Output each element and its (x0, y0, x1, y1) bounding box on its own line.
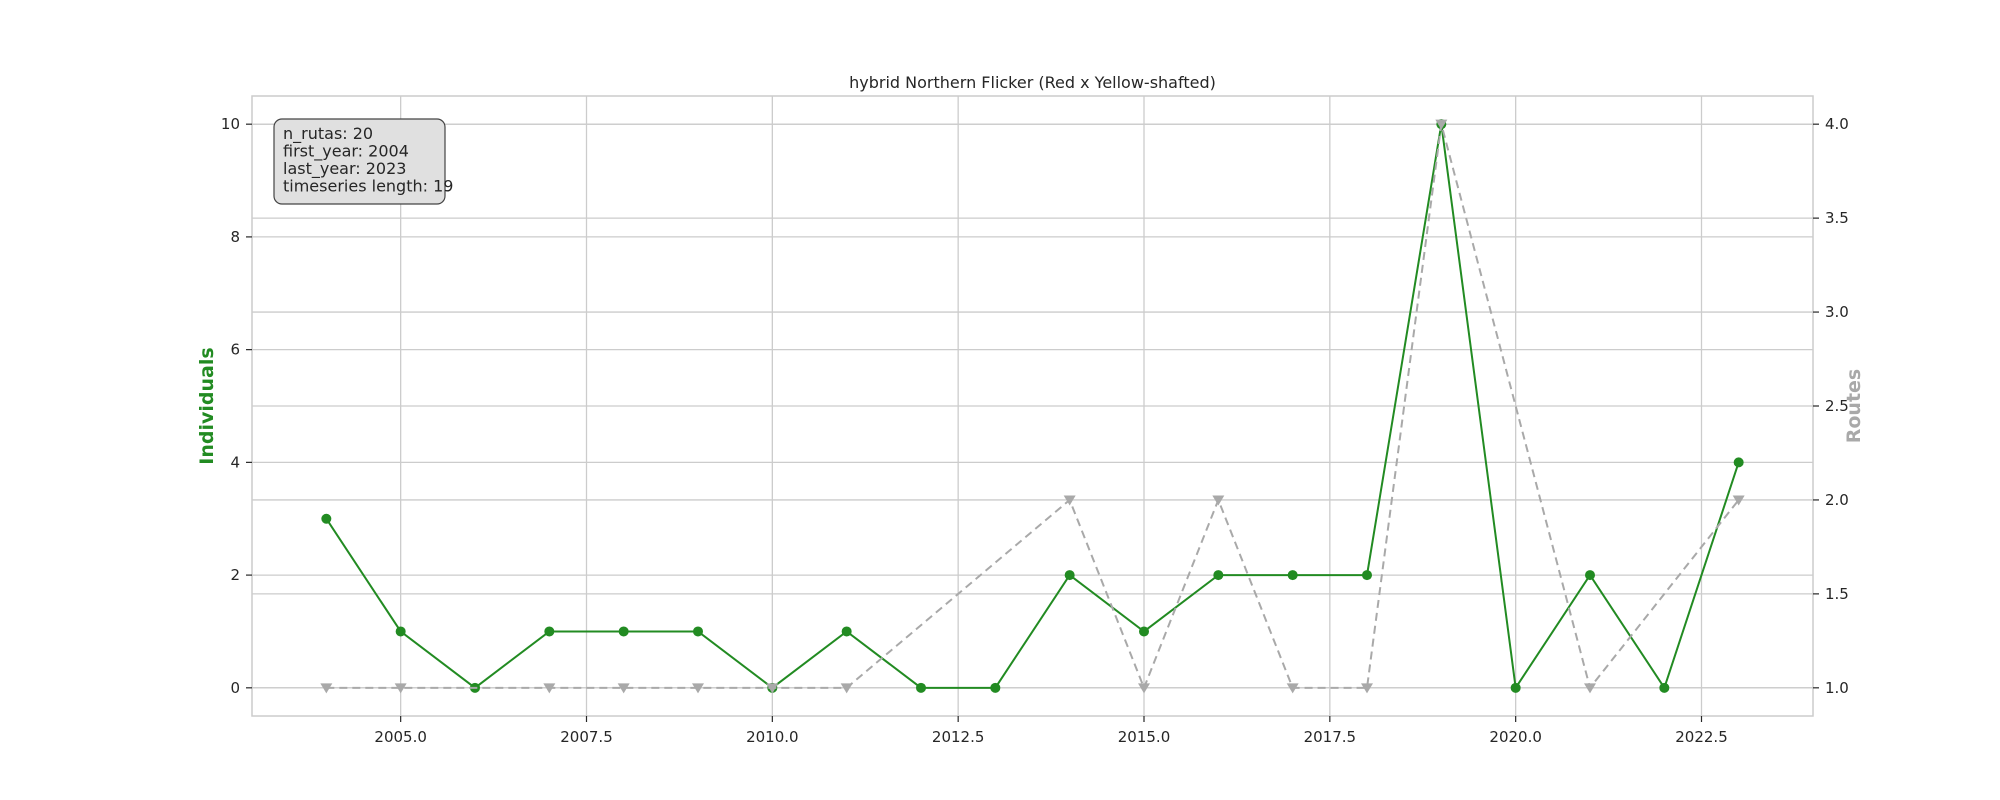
data-point-left (1362, 570, 1372, 581)
data-point-left (618, 626, 629, 637)
data-point-right (1584, 683, 1596, 694)
data-point-right (1361, 683, 1373, 694)
left-axis-label: Individuals (196, 347, 218, 464)
x-tick-label: 2020.0 (1489, 728, 1542, 746)
y-right-tick-label: 2.5 (1825, 397, 1849, 415)
data-point-left (1659, 682, 1670, 693)
data-point-right (1435, 119, 1448, 130)
data-point-left (990, 682, 1001, 693)
data-point-right (394, 683, 407, 694)
data-point-right (320, 683, 333, 694)
x-tick-label: 2010.0 (746, 728, 799, 746)
data-point-left (916, 682, 926, 693)
series-layer (320, 119, 1745, 694)
data-point-left (1213, 570, 1224, 581)
data-point-left (1139, 626, 1149, 637)
info-line: n_rutas: 20 (283, 124, 373, 144)
data-point-right (1732, 495, 1745, 506)
data-point-left (841, 626, 852, 637)
y-left-tick-label: 0 (230, 679, 240, 697)
data-point-left (1733, 457, 1744, 468)
data-point-right (1138, 683, 1150, 694)
data-point-left (321, 513, 332, 524)
data-point-right (766, 683, 779, 694)
data-point-right (1212, 495, 1225, 506)
x-tick-label: 2022.5 (1675, 728, 1728, 746)
info-line: last_year: 2023 (283, 159, 406, 179)
x-tick-label: 2017.5 (1304, 728, 1357, 746)
data-point-left (1064, 570, 1075, 581)
data-point-left (544, 626, 555, 637)
data-point-right (692, 683, 704, 694)
data-point-left (395, 626, 406, 637)
data-point-right (1063, 495, 1076, 506)
y-right-tick-label: 2.0 (1825, 491, 1849, 509)
y-right-tick-label: 3.5 (1825, 209, 1849, 227)
left-y-axis: 0 2 4 6 8 10 (221, 115, 252, 697)
data-point-right (617, 683, 630, 694)
y-right-tick-label: 1.0 (1825, 679, 1849, 697)
x-tick-label: 2012.5 (932, 728, 985, 746)
info-box-frame (273, 118, 446, 205)
y-left-tick-label: 4 (230, 453, 240, 471)
y-left-tick-label: 6 (230, 341, 240, 359)
right-axis-label: Routes (1843, 369, 1865, 444)
right-y-axis: 1.0 1.5 2.0 2.5 3.0 3.5 4.0 (1813, 115, 1849, 697)
series-line-left (325, 124, 1740, 691)
y-right-tick-label: 1.5 (1825, 585, 1849, 603)
data-point-left (1287, 570, 1298, 581)
grid-lines (252, 96, 1813, 716)
y-right-tick-label: 4.0 (1825, 115, 1849, 133)
x-tick-label: 2005.0 (374, 728, 427, 746)
data-point-left (1585, 570, 1595, 581)
y-left-tick-label: 10 (221, 115, 240, 133)
y-left-tick-label: 8 (230, 228, 240, 246)
info-box: n_rutas: 20 first_year: 2004 last_year: … (273, 118, 453, 205)
data-point-right (840, 683, 853, 694)
y-left-tick-label: 2 (230, 566, 240, 584)
y-right-tick-label: 3.0 (1825, 303, 1849, 321)
info-line: first_year: 2004 (283, 142, 409, 162)
chart-title: hybrid Northern Flicker (Red x Yellow-sh… (849, 73, 1216, 92)
x-tick-label: 2007.5 (560, 728, 613, 746)
data-point-left (1510, 682, 1521, 693)
info-line: timeseries length: 19 (283, 177, 453, 196)
x-axis: 2005.0 2007.5 2010.0 2012.5 2015.0 2017.5 2020… (374, 716, 1728, 746)
data-point-left (693, 626, 703, 637)
data-point-right (543, 683, 556, 694)
data-point-right (1286, 683, 1299, 694)
x-tick-label: 2015.0 (1118, 728, 1171, 746)
